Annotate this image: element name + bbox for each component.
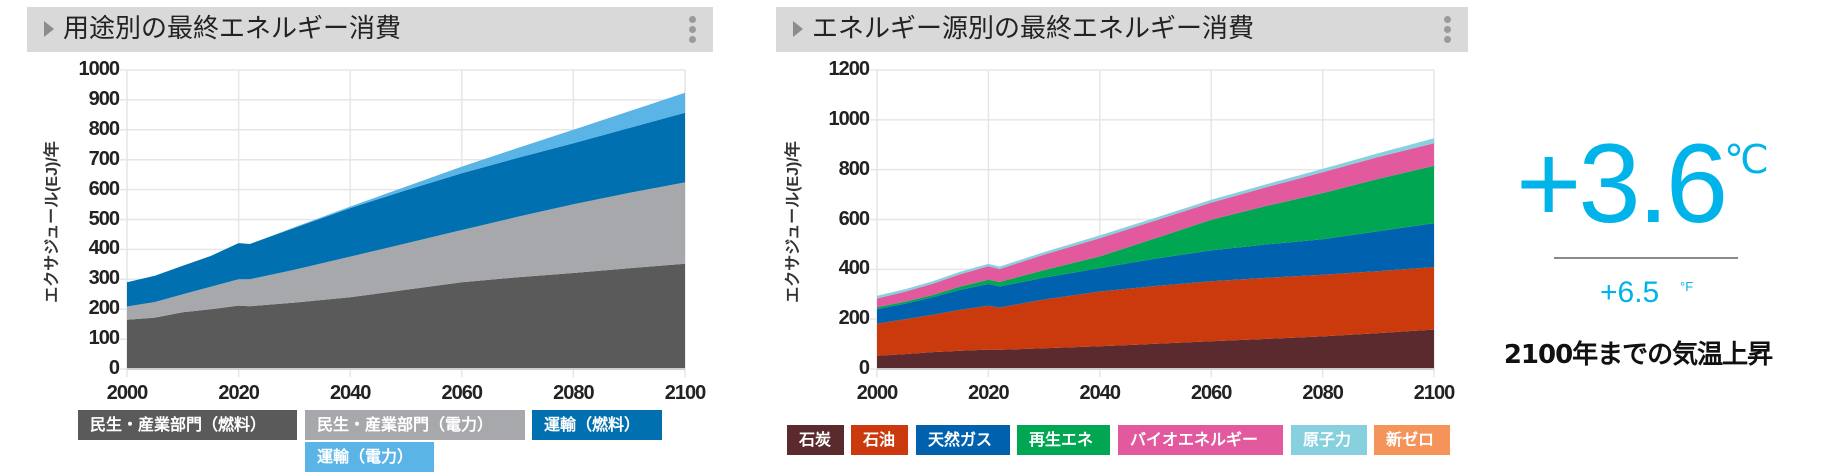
expand-triangle-icon[interactable] [44,21,54,37]
area-series [127,182,685,320]
area-series [127,92,685,283]
y-tick-label: 200 [88,297,120,320]
x-tick-label: 2040 [329,382,372,404]
y-tick-label: 700 [88,147,120,170]
area-series [127,112,685,307]
source-panel-title: エネルギー源別の最終エネルギー消費 [812,14,1255,44]
y-tick-label: 300 [88,267,120,290]
temperature-caption: 2100年までの気温上昇 [1503,340,1773,370]
usage-panel-title: 用途別の最終エネルギー消費 [63,14,402,44]
x-tick-label: 2020 [968,382,1010,404]
source-panel-header[interactable]: エネルギー源別の最終エネルギー消費 [776,7,1468,52]
legend-item-transport-electric[interactable]: 運輸（電力） [305,442,434,472]
legend-item-new-zero-carbon[interactable]: 新ゼロ [1374,425,1450,455]
x-tick-label: 2060 [1190,382,1233,404]
y-tick-label: 400 [838,257,870,280]
more-options-icon[interactable] [689,16,697,44]
area-series [877,223,1434,324]
legend-item-renewables[interactable]: 再生エネ [1017,425,1110,455]
area-series [127,263,685,369]
fahrenheit-unit: °F [1680,279,1694,294]
temperature-celsius-value: +3.6 [1516,121,1728,246]
area-series [877,143,1434,308]
x-tick-label: 2000 [106,382,149,404]
x-tick-label: 2040 [1079,382,1122,404]
celsius-unit: ℃ [1724,138,1769,182]
y-tick-label: 900 [88,87,120,110]
y-tick-label: 500 [88,207,120,230]
y-tick-label: 1000 [78,58,121,80]
y-tick-label: 1000 [828,107,871,130]
legend-item-oil[interactable]: 石油 [851,425,908,455]
source-y-axis-title: エクサジュール(EJ)/年 [785,141,802,303]
y-tick-label: 600 [88,177,120,200]
x-tick-label: 2080 [553,382,595,404]
legend-item-natural-gas[interactable]: 天然ガス [916,425,1010,455]
expand-triangle-icon[interactable] [793,21,803,37]
y-tick-label: 0 [108,357,120,379]
legend-item-transport-fuel[interactable]: 運輸（燃料） [532,410,662,440]
temperature-fahrenheit-value: +6.5 [1600,276,1660,309]
usage-area-chart [119,69,686,377]
y-tick-label: 800 [88,117,120,140]
usage-panel-header[interactable]: 用途別の最終エネルギー消費 [27,7,713,52]
legend-item-bioenergy[interactable]: バイオエネルギー [1118,425,1283,455]
x-tick-label: 2080 [1302,382,1344,404]
source-area-chart [869,69,1435,377]
y-tick-label: 800 [838,157,870,180]
y-tick-label: 1200 [828,58,871,80]
x-tick-label: 2100 [664,382,707,404]
area-series [877,267,1434,356]
x-tick-label: 2000 [856,382,899,404]
y-tick-label: 600 [838,207,870,230]
more-options-icon[interactable] [1444,16,1452,44]
area-series [877,165,1434,310]
x-tick-label: 2020 [218,382,260,404]
legend-item-coal[interactable]: 石炭 [787,425,844,455]
y-tick-label: 0 [858,357,870,379]
x-tick-label: 2100 [1413,382,1456,404]
temperature-divider [1554,257,1738,259]
area-series [877,138,1434,299]
legend-item-nuclear[interactable]: 原子力 [1291,425,1367,455]
area-series [877,329,1434,369]
y-tick-label: 400 [88,237,120,260]
legend-item-buildings-industry-fuel[interactable]: 民生・産業部門（燃料） [78,410,297,440]
y-tick-label: 100 [88,327,120,350]
legend-item-buildings-industry-electric[interactable]: 民生・産業部門（電力） [305,410,525,440]
x-tick-label: 2060 [441,382,484,404]
y-tick-label: 200 [838,307,870,330]
